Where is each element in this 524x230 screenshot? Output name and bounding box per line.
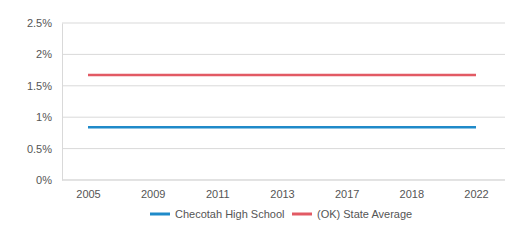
legend-label: Checotah High School (175, 208, 284, 220)
plot-area (88, 75, 476, 127)
y-tick-label: 1% (36, 111, 52, 123)
x-tick: 2013 (270, 180, 294, 200)
x-tick-label: 2005 (76, 188, 100, 200)
y-tick-label: 1.5% (27, 80, 52, 92)
chart: 0%0.5%1%1.5%2%2.5%2005200920112013201720… (0, 0, 524, 230)
y-tick: 2.5% (27, 17, 62, 29)
x-tick-label: 2011 (206, 188, 230, 200)
y-tick: 2% (36, 48, 62, 60)
x-tick: 2005 (76, 180, 100, 200)
grid-line (62, 85, 505, 86)
x-tick: 2018 (400, 180, 424, 200)
y-tick: 0% (36, 174, 62, 186)
y-tick: 0.5% (27, 143, 62, 155)
grid-line (62, 23, 505, 24)
legend-label: (OK) State Average (317, 208, 412, 220)
x-axis: 2005 2009 2011 2013 2017 2018 2022 (62, 180, 505, 200)
y-axis: 0% 0.5% 1% 1.5% 2% 2.5% (27, 17, 63, 186)
legend-swatch (150, 213, 170, 216)
x-axis-line (62, 180, 505, 181)
y-tick: 1.5% (27, 80, 62, 92)
legend-swatch (292, 213, 312, 216)
legend: Checotah High School (OK) State Average (150, 208, 412, 220)
legend-item: Checotah High School (150, 208, 284, 220)
y-tick: 1% (36, 111, 62, 123)
y-axis-line (62, 24, 63, 181)
y-tick-label: 2% (36, 48, 52, 60)
y-tick-label: 0.5% (27, 143, 52, 155)
x-tick: 2017 (335, 180, 359, 200)
x-tick-label: 2018 (400, 188, 424, 200)
x-tick-label: 2022 (464, 188, 488, 200)
x-tick: 2009 (141, 180, 165, 200)
legend-item: (OK) State Average (292, 208, 412, 220)
y-tick-label: 2.5% (27, 17, 52, 29)
grid-line (62, 54, 505, 55)
x-tick: 2022 (464, 180, 488, 200)
grid (62, 23, 505, 180)
x-tick-label: 2017 (335, 188, 359, 200)
y-tick-label: 0% (36, 174, 52, 186)
grid-line (62, 117, 505, 118)
series-line (88, 74, 476, 77)
x-tick-label: 2009 (141, 188, 165, 200)
x-tick-label: 2013 (270, 188, 294, 200)
grid-line (62, 180, 505, 181)
series-line (88, 126, 476, 129)
x-tick: 2011 (206, 180, 230, 200)
grid-line (62, 148, 505, 149)
